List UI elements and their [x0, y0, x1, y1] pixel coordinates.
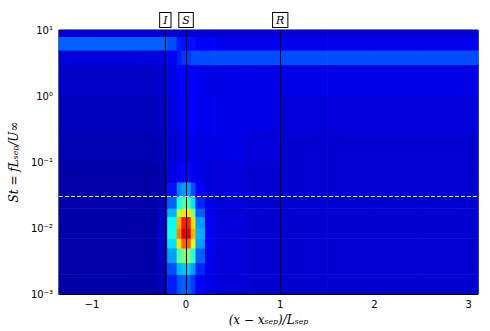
svg-text:St = fLₛₑₚ/U∞: St = fLₛₑₚ/U∞ — [7, 122, 21, 203]
svg-text:10⁰: 10⁰ — [36, 91, 53, 102]
svg-text:10¹: 10¹ — [36, 25, 53, 36]
svg-text:0: 0 — [183, 299, 189, 310]
svg-text:2: 2 — [371, 299, 377, 310]
svg-text:10⁻¹: 10⁻¹ — [31, 157, 53, 168]
svg-text:(x − xₛₑₚ)/Lₛₑₚ: (x − xₛₑₚ)/Lₛₑₚ — [229, 313, 309, 327]
svg-text:R: R — [275, 14, 284, 27]
svg-text:3: 3 — [465, 299, 471, 310]
svg-text:1: 1 — [277, 299, 283, 310]
svg-text:10⁻³: 10⁻³ — [31, 289, 53, 300]
svg-text:I: I — [162, 14, 168, 27]
svg-text:−1: −1 — [84, 299, 99, 310]
svg-text:10⁻²: 10⁻² — [31, 223, 53, 234]
svg-text:S: S — [182, 14, 190, 27]
